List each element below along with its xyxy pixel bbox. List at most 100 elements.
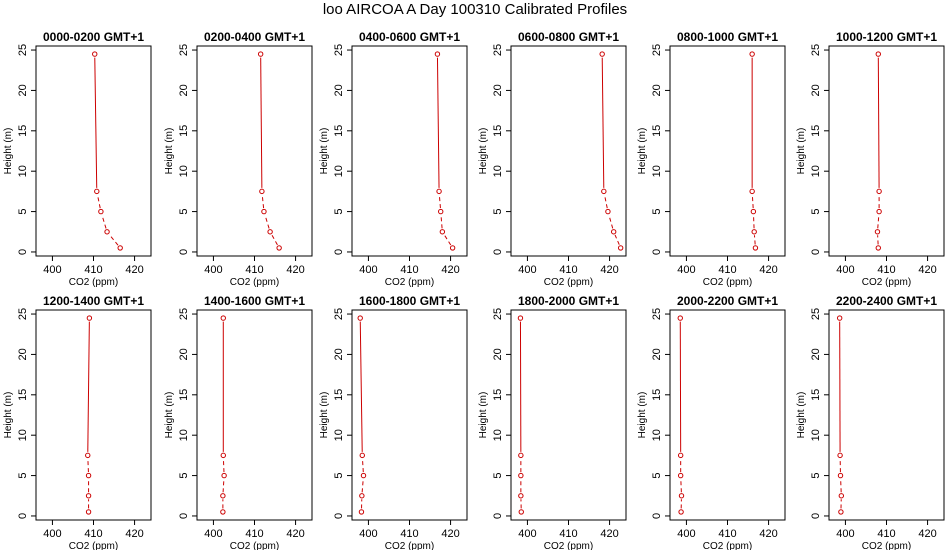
panel-3: 0400-0600 GMT+1 400 410 420 CO2 (ppm) 0 5 10 15 2…: [319, 30, 468, 288]
data-point: [876, 188, 882, 195]
data-point: [436, 188, 442, 195]
data-point: [752, 245, 759, 251]
data-point: [601, 188, 607, 195]
y-tick-label: 5: [492, 209, 504, 215]
panel-title: 1600-1800 GMT+1: [359, 294, 460, 308]
y-tick-label: 10: [651, 429, 663, 441]
x-tick-label: 420: [286, 528, 304, 540]
data-point: [449, 245, 456, 251]
panel-title: 0800-1000 GMT+1: [677, 30, 778, 44]
profile-segment: [751, 194, 754, 209]
y-tick-label: 0: [492, 513, 504, 519]
plot-frame: [351, 45, 468, 257]
data-point: [677, 315, 683, 321]
y-tick-label: 5: [17, 473, 29, 479]
y-tick-label: 25: [492, 308, 504, 320]
y-tick-label: 20: [178, 348, 190, 360]
profile-segment: [443, 234, 452, 246]
panel-5: 0800-1000 GMT+1 400 410 420 CO2 (ppm) 0 5 10 15 2…: [637, 30, 786, 288]
panel-10: 1800-2000 GMT+1 400 410 420 CO2 (ppm) 0 5 10 15 2…: [478, 294, 627, 550]
data-point: [85, 509, 92, 515]
data-point: [117, 245, 123, 251]
data-point: [605, 208, 611, 215]
x-tick-label: 400: [359, 264, 377, 276]
data-point: [518, 472, 524, 479]
data-point: [875, 245, 881, 251]
y-tick-label: 20: [810, 84, 822, 96]
figure-title: loo AIRCOA A Day 100310 Calibrated Profi…: [322, 1, 628, 18]
y-axis-label: Height (m): [164, 392, 175, 439]
data-point: [220, 452, 226, 459]
y-tick-label: 20: [17, 84, 29, 96]
data-point: [439, 229, 446, 235]
y-tick-label: 10: [810, 429, 822, 441]
y-tick-label: 15: [651, 125, 663, 137]
panel-title: 2200-2400 GMT+1: [836, 294, 937, 308]
y-tick-label: 25: [333, 308, 345, 320]
profile-segment: [222, 479, 225, 493]
panel-title: 0200-0400 GMT+1: [204, 30, 305, 44]
x-tick-label: 410: [718, 264, 736, 276]
y-tick-label: 0: [333, 249, 345, 255]
x-tick-label: 410: [84, 264, 102, 276]
profile-segment: [840, 479, 842, 493]
y-tick-label: 10: [17, 429, 29, 441]
x-tick-label: 420: [918, 528, 936, 540]
x-axis-label: CO2 (ppm): [703, 541, 752, 550]
plot-frame: [35, 309, 152, 521]
profile-segment: [361, 479, 364, 493]
data-point: [678, 509, 684, 515]
x-tick-label: 400: [43, 528, 61, 540]
data-point: [434, 51, 441, 57]
panel-title: 1400-1600 GMT+1: [204, 294, 305, 308]
y-tick-label: 15: [178, 125, 190, 137]
y-axis-label: Height (m): [3, 128, 14, 175]
y-tick-label: 25: [178, 44, 190, 56]
data-point: [267, 229, 273, 235]
y-tick-label: 15: [333, 125, 345, 137]
plot-frame: [669, 309, 786, 521]
y-tick-label: 20: [17, 348, 29, 360]
y-tick-label: 0: [651, 249, 663, 255]
x-tick-label: 410: [559, 528, 577, 540]
y-tick-label: 25: [17, 308, 29, 320]
profile-segment: [222, 458, 225, 473]
x-tick-label: 420: [759, 264, 777, 276]
profile-segment: [261, 194, 265, 209]
profile-segment: [260, 57, 263, 188]
y-tick-label: 0: [333, 513, 345, 519]
profile-segment: [264, 214, 270, 229]
profile-segment: [601, 57, 605, 188]
y-tick-label: 0: [17, 249, 29, 255]
x-axis-label: CO2 (ppm): [862, 541, 911, 550]
x-tick-label: 420: [441, 264, 459, 276]
x-tick-label: 420: [125, 528, 143, 540]
y-tick-label: 5: [810, 209, 822, 215]
data-point: [257, 51, 264, 57]
y-axis-label: Height (m): [796, 128, 807, 175]
profile-segment: [96, 194, 101, 209]
panel-title: 1800-2000 GMT+1: [518, 294, 619, 308]
y-tick-label: 25: [17, 44, 29, 56]
x-tick-label: 410: [877, 264, 895, 276]
panel-1: 0000-0200 GMT+1 400 410 420 CO2 (ppm) 0 5 10 15 2…: [3, 30, 152, 288]
y-tick-label: 25: [333, 44, 345, 56]
y-tick-label: 10: [810, 165, 822, 177]
data-point: [438, 208, 444, 215]
panel-title: 0400-0600 GMT+1: [359, 30, 460, 44]
y-axis-label: Height (m): [637, 392, 648, 439]
x-axis-label: CO2 (ppm): [544, 541, 593, 550]
y-tick-label: 15: [333, 389, 345, 401]
y-tick-label: 5: [333, 209, 345, 215]
x-tick-label: 400: [518, 528, 536, 540]
x-tick-label: 420: [600, 264, 618, 276]
x-axis-label: CO2 (ppm): [862, 277, 911, 288]
data-point: [517, 315, 524, 321]
y-axis-label: Height (m): [319, 128, 330, 175]
panel-title: 0000-0200 GMT+1: [43, 30, 144, 44]
data-point: [837, 472, 844, 479]
data-point: [518, 493, 524, 499]
y-tick-label: 15: [17, 389, 29, 401]
panel-6: 1000-1200 GMT+1 400 410 420 CO2 (ppm) 0 5 10 15 2…: [796, 30, 945, 288]
